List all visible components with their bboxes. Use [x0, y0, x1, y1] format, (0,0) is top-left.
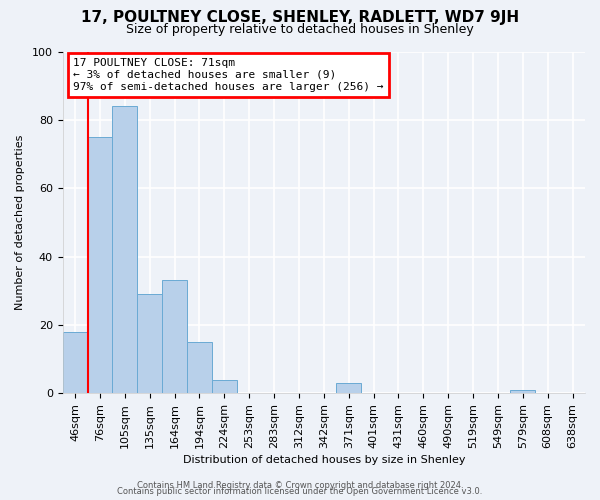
Y-axis label: Number of detached properties: Number of detached properties	[15, 134, 25, 310]
Bar	[511, 390, 535, 393]
Bar	[112, 106, 137, 393]
Bar	[336, 383, 361, 393]
Bar	[62, 332, 88, 393]
Text: 17 POULTNEY CLOSE: 71sqm
← 3% of detached houses are smaller (9)
97% of semi-det: 17 POULTNEY CLOSE: 71sqm ← 3% of detache…	[73, 58, 383, 92]
Text: Contains public sector information licensed under the Open Government Licence v3: Contains public sector information licen…	[118, 487, 482, 496]
Bar	[187, 342, 212, 393]
Text: Size of property relative to detached houses in Shenley: Size of property relative to detached ho…	[126, 22, 474, 36]
Text: 17, POULTNEY CLOSE, SHENLEY, RADLETT, WD7 9JH: 17, POULTNEY CLOSE, SHENLEY, RADLETT, WD…	[81, 10, 519, 25]
Bar	[162, 280, 187, 393]
Bar	[137, 294, 162, 393]
X-axis label: Distribution of detached houses by size in Shenley: Distribution of detached houses by size …	[182, 455, 465, 465]
Bar	[212, 380, 237, 393]
Bar	[88, 137, 112, 393]
Text: Contains HM Land Registry data © Crown copyright and database right 2024.: Contains HM Land Registry data © Crown c…	[137, 481, 463, 490]
